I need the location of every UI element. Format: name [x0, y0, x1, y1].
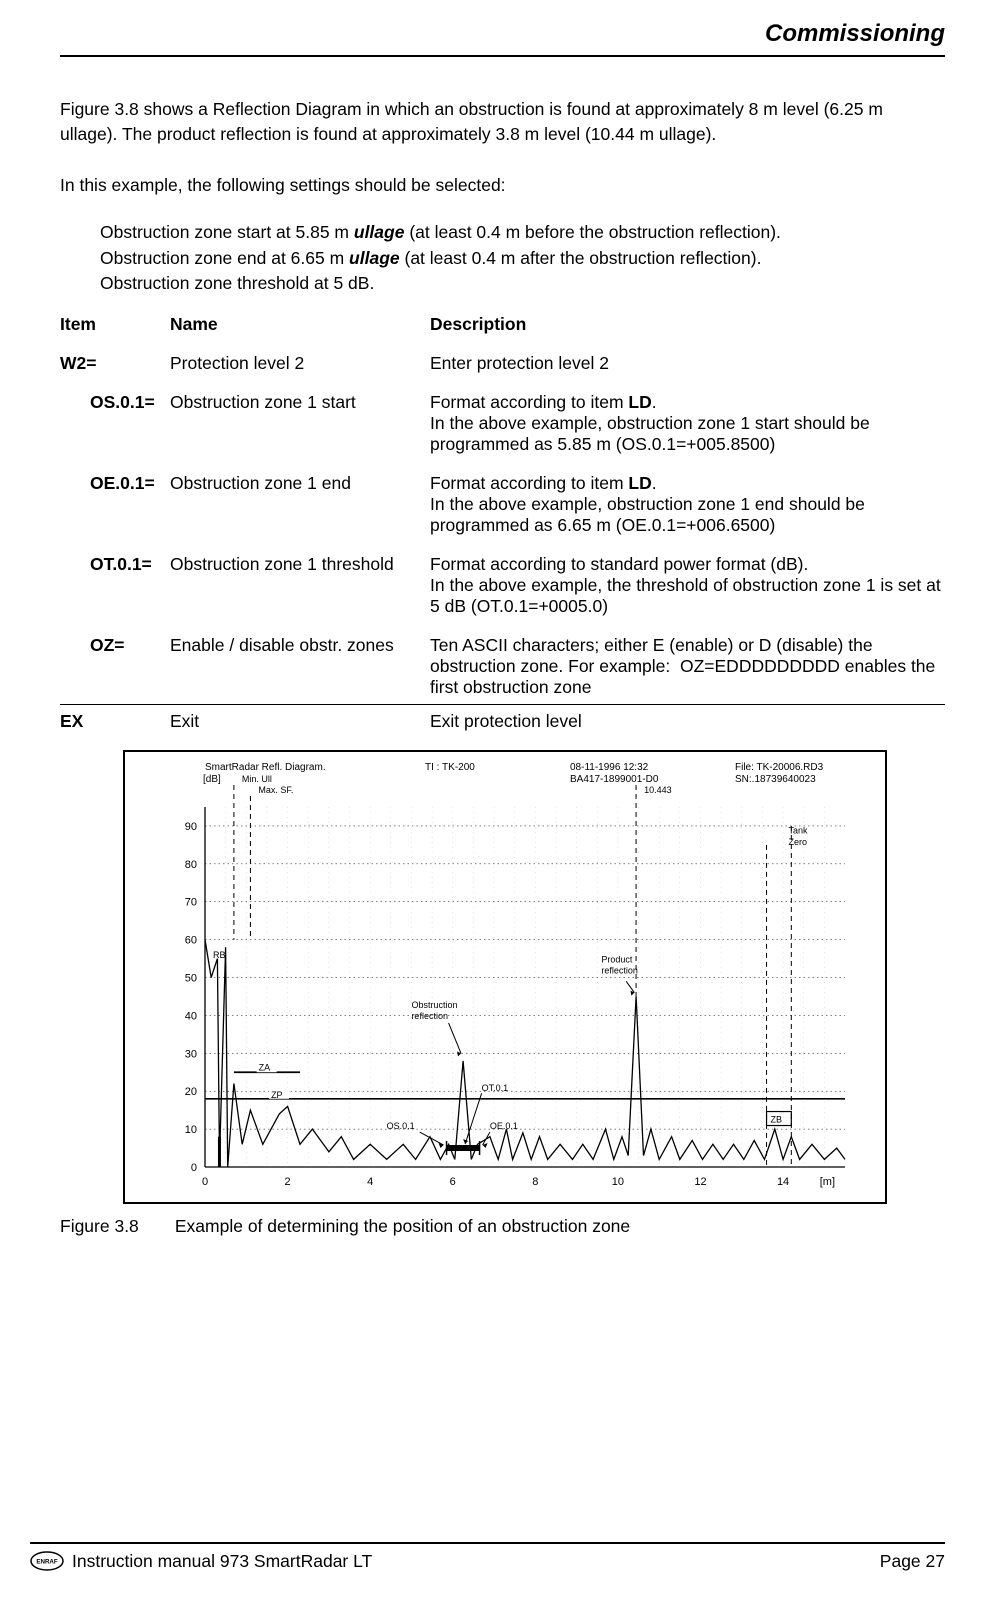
settings-list: Obstruction zone start at 5.85 m ullage … — [60, 220, 945, 296]
svg-text:0: 0 — [190, 1162, 196, 1174]
svg-text:OS.0.1: OS.0.1 — [386, 1121, 414, 1131]
table-header: Item Name Description — [60, 314, 945, 335]
table-row: OE.0.1= Obstruction zone 1 end Format ac… — [60, 473, 945, 536]
setting-line-3: Obstruction zone threshold at 5 dB. — [100, 271, 945, 296]
section-header: Commissioning — [765, 20, 945, 48]
svg-text:Tank: Tank — [788, 826, 808, 836]
svg-text:4: 4 — [367, 1176, 373, 1188]
logo-text: ENRAF — [36, 1559, 58, 1566]
svg-text:0: 0 — [201, 1176, 207, 1188]
intro-para-1: Figure 3.8 shows a Reflection Diagram in… — [60, 97, 945, 148]
table-separator — [60, 704, 945, 705]
svg-text:20: 20 — [184, 1086, 196, 1098]
svg-text:ZA: ZA — [258, 1063, 270, 1073]
svg-text:6: 6 — [449, 1176, 455, 1188]
col-item: Item — [60, 314, 170, 335]
svg-text:60: 60 — [184, 935, 196, 947]
table-row: W2= Protection level 2 Enter protection … — [60, 353, 945, 374]
svg-text:10: 10 — [611, 1176, 623, 1188]
svg-text:reflection: reflection — [411, 1011, 448, 1021]
setting-line-1: Obstruction zone start at 5.85 m ullage … — [100, 220, 945, 245]
reflection-diagram: SmartRadar Refl. Diagram. TI : TK-200 08-1… — [123, 750, 887, 1204]
svg-text:[m]: [m] — [819, 1176, 834, 1188]
table-row: EX Exit Exit protection level — [60, 711, 945, 732]
svg-text:SN:.18739640023: SN:.18739640023 — [735, 774, 816, 785]
svg-text:2: 2 — [284, 1176, 290, 1188]
table-row: OZ= Enable / disable obstr. zones Ten AS… — [60, 635, 945, 698]
col-desc: Description — [430, 314, 945, 335]
svg-text:File: TK-20006.RD3: File: TK-20006.RD3 — [735, 762, 824, 773]
svg-text:90: 90 — [184, 821, 196, 833]
svg-text:Obstruction: Obstruction — [411, 1000, 457, 1010]
svg-text:Product: Product — [601, 955, 633, 965]
svg-text:30: 30 — [184, 1049, 196, 1061]
svg-text:Min. Ull: Min. Ull — [241, 774, 271, 784]
svg-text:50: 50 — [184, 973, 196, 985]
svg-text:TI : TK-200: TI : TK-200 — [425, 762, 475, 773]
svg-text:12: 12 — [694, 1176, 706, 1188]
svg-text:10: 10 — [184, 1124, 196, 1136]
svg-text:Zero: Zero — [788, 837, 807, 847]
svg-text:ZB: ZB — [770, 1115, 782, 1125]
svg-text:RB: RB — [213, 950, 226, 960]
enraf-logo: ENRAF — [30, 1550, 64, 1572]
page: Commissioning Figure 3.8 shows a Reflect… — [0, 0, 1005, 1602]
setting-line-2: Obstruction zone end at 6.65 m ullage (a… — [100, 246, 945, 271]
svg-text:80: 80 — [184, 859, 196, 871]
svg-text:BA417-1899001-D0: BA417-1899001-D0 — [570, 774, 659, 785]
intro-para-2: In this example, the following settings … — [60, 173, 945, 198]
svg-text:ZP: ZP — [271, 1090, 283, 1100]
param-table: Item Name Description W2= Protection lev… — [60, 314, 945, 732]
figure-wrap: SmartRadar Refl. Diagram. TI : TK-200 08-1… — [123, 750, 883, 1204]
svg-text:SmartRadar Refl. Diagram.: SmartRadar Refl. Diagram. — [205, 762, 326, 773]
svg-text:reflection: reflection — [601, 966, 638, 976]
footer-rule — [30, 1542, 945, 1544]
svg-text:[dB]: [dB] — [203, 774, 221, 785]
page-footer: ENRAF Instruction manual 973 SmartRadar … — [30, 1542, 945, 1572]
table-row: OS.0.1= Obstruction zone 1 start Format … — [60, 392, 945, 455]
header-rule — [60, 55, 945, 57]
svg-text:Max. SF.: Max. SF. — [258, 785, 293, 795]
footer-page-number: Page 27 — [880, 1551, 945, 1572]
chart-svg: SmartRadar Refl. Diagram. TI : TK-200 08-1… — [125, 752, 885, 1202]
col-name: Name — [170, 314, 430, 335]
svg-text:8: 8 — [532, 1176, 538, 1188]
svg-text:OT.0.1: OT.0.1 — [481, 1083, 508, 1093]
svg-text:10.443: 10.443 — [644, 785, 672, 795]
footer-manual-title: Instruction manual 973 SmartRadar LT — [72, 1551, 372, 1572]
figure-caption: Figure 3.8 Example of determining the po… — [60, 1216, 945, 1237]
svg-text:40: 40 — [184, 1011, 196, 1023]
table-row: OT.0.1= Obstruction zone 1 threshold For… — [60, 554, 945, 617]
svg-text:OE.0.1: OE.0.1 — [489, 1121, 517, 1131]
svg-text:70: 70 — [184, 897, 196, 909]
svg-text:14: 14 — [776, 1176, 788, 1188]
body-text: Figure 3.8 shows a Reflection Diagram in… — [60, 97, 945, 296]
svg-text:08-11-1996 12:32: 08-11-1996 12:32 — [570, 762, 649, 773]
